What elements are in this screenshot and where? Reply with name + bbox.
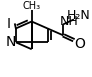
- Text: CH₃: CH₃: [23, 1, 41, 11]
- Text: NH: NH: [60, 15, 79, 28]
- Text: H₂N: H₂N: [66, 9, 90, 22]
- Text: N: N: [5, 35, 16, 49]
- Text: I: I: [7, 17, 11, 31]
- Text: O: O: [75, 37, 85, 51]
